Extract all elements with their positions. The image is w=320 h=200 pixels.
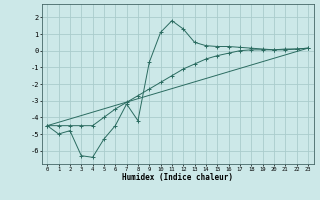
X-axis label: Humidex (Indice chaleur): Humidex (Indice chaleur) xyxy=(122,173,233,182)
